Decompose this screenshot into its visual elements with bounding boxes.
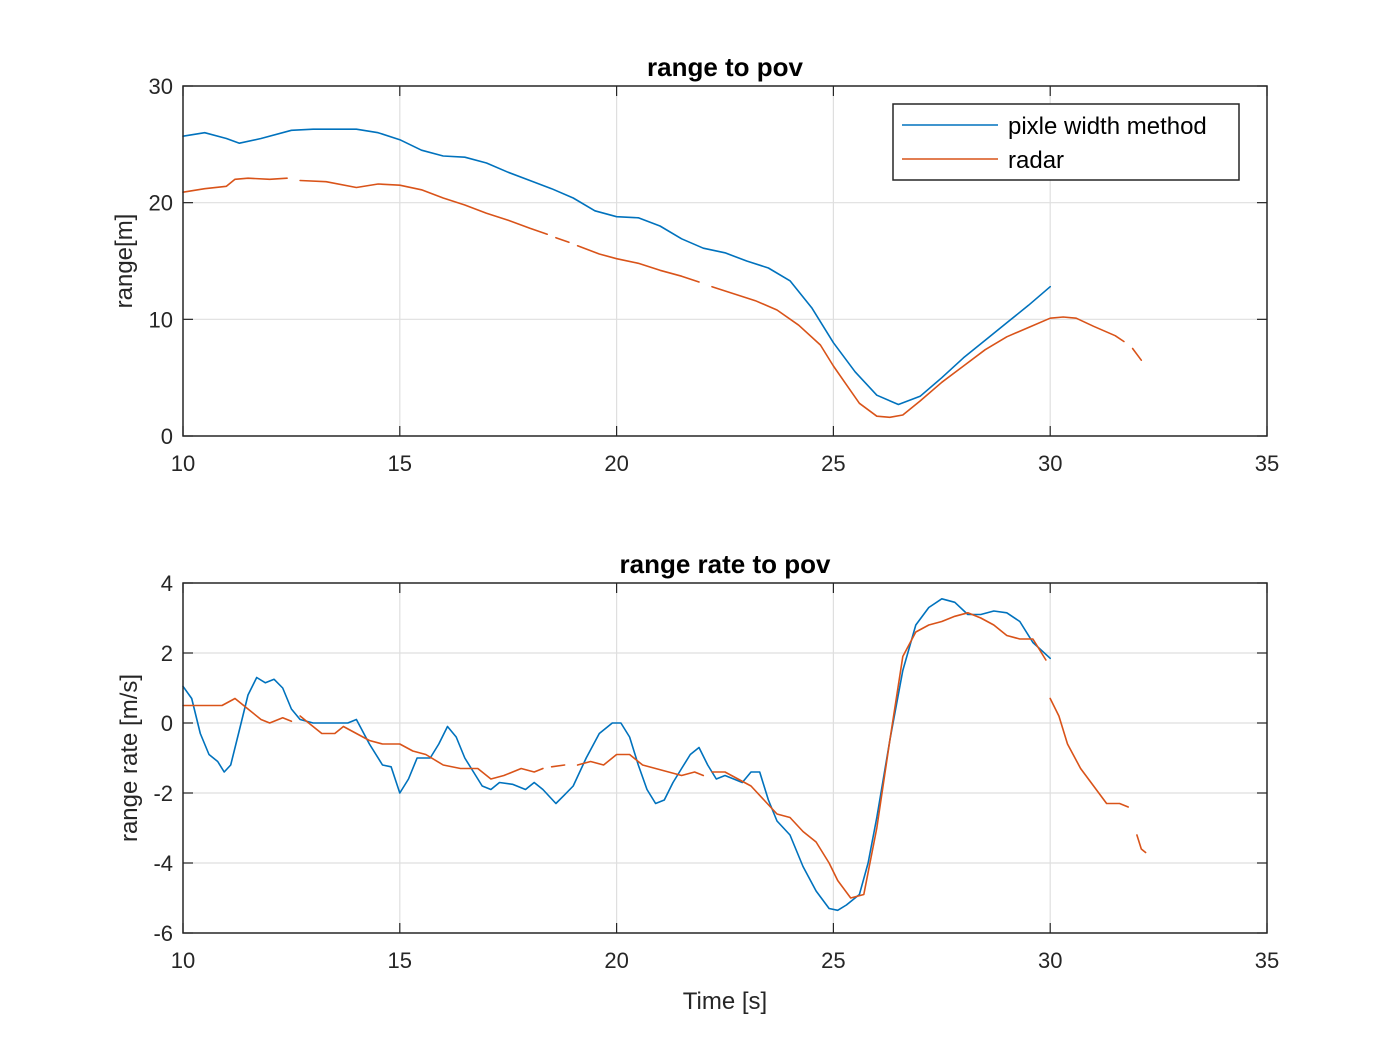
- range-ytick-label: 20: [149, 191, 173, 216]
- range-rate-xtick-label: 10: [171, 948, 195, 973]
- range-series-radar: [576, 245, 700, 283]
- range-xtick-label: 15: [388, 451, 412, 476]
- legend-pixel-label: pixle width method: [1008, 113, 1207, 140]
- range-rate-plot-ticks: 10 15 20 25 30 35 -6 -4 -2 0 2 4: [153, 571, 1279, 973]
- range-xtick-label: 10: [171, 451, 195, 476]
- range-xtick-label: 35: [1255, 451, 1279, 476]
- range-rate-series-radar: [182, 697, 293, 724]
- range-rate-series-radar: [550, 764, 566, 768]
- range-plot-title: range to pov: [647, 52, 804, 82]
- range-xtick-label: 30: [1038, 451, 1062, 476]
- range-rate-xtick-label: 30: [1038, 948, 1062, 973]
- legend-box: [892, 103, 1240, 181]
- range-xtick-label: 20: [604, 451, 628, 476]
- range-rate-ytick-label: 0: [161, 711, 173, 736]
- range-plot-grid: [183, 86, 1267, 436]
- range-rate-series-radar: [1136, 834, 1147, 854]
- range-xtick-label: 25: [821, 451, 845, 476]
- range-rate-ytick-label: -4: [153, 851, 173, 876]
- legend: pixle width method radar: [892, 103, 1240, 181]
- range-rate-ytick-label: 4: [161, 571, 173, 596]
- range-rate-plot-title: range rate to pov: [620, 549, 831, 579]
- range-ytick-label: 10: [149, 307, 173, 332]
- range-rate-xtick-label: 25: [821, 948, 845, 973]
- range-rate-xtick-label: 15: [388, 948, 412, 973]
- range-rate-ytick-label: 2: [161, 641, 173, 666]
- range-ytick-label: 30: [149, 74, 173, 99]
- range-rate-ytick-label: -6: [153, 921, 173, 946]
- range-rate-series-radar: [711, 611, 1047, 899]
- range-plot-ylabel: range[m]: [111, 214, 138, 309]
- range-rate-plot-area: [183, 583, 1267, 933]
- legend-radar-label: radar: [1008, 147, 1064, 174]
- range-plot-frame: [182, 85, 1268, 437]
- range-series-radar: [299, 179, 549, 235]
- range-ytick-label: 0: [161, 424, 173, 449]
- range-rate-series-pixle-width-method: [182, 597, 1051, 912]
- range-rate-plot-frame: [182, 582, 1268, 934]
- range-rate-plot-ylabel: range rate [m/s]: [116, 674, 143, 842]
- range-rate-plot-xlabel: Time [s]: [683, 988, 767, 1015]
- range-rate-xtick-label: 20: [604, 948, 628, 973]
- range-series-pixle-width-method: [182, 128, 1051, 406]
- range-series-radar: [711, 285, 1125, 419]
- range-series-radar: [182, 177, 288, 193]
- range-rate-series-radar: [299, 715, 544, 780]
- range-rate-xtick-label: 35: [1255, 948, 1279, 973]
- range-rate-plot-series: [182, 597, 1147, 912]
- range-rate-plot-grid: [183, 583, 1267, 933]
- range-rate-series-radar: [576, 753, 705, 777]
- range-rate-ytick-label: -2: [153, 781, 173, 806]
- range-series-radar: [1131, 347, 1143, 362]
- range-series-radar: [555, 236, 570, 244]
- range-plot-series: [182, 128, 1143, 419]
- range-rate-series-radar: [1049, 697, 1129, 808]
